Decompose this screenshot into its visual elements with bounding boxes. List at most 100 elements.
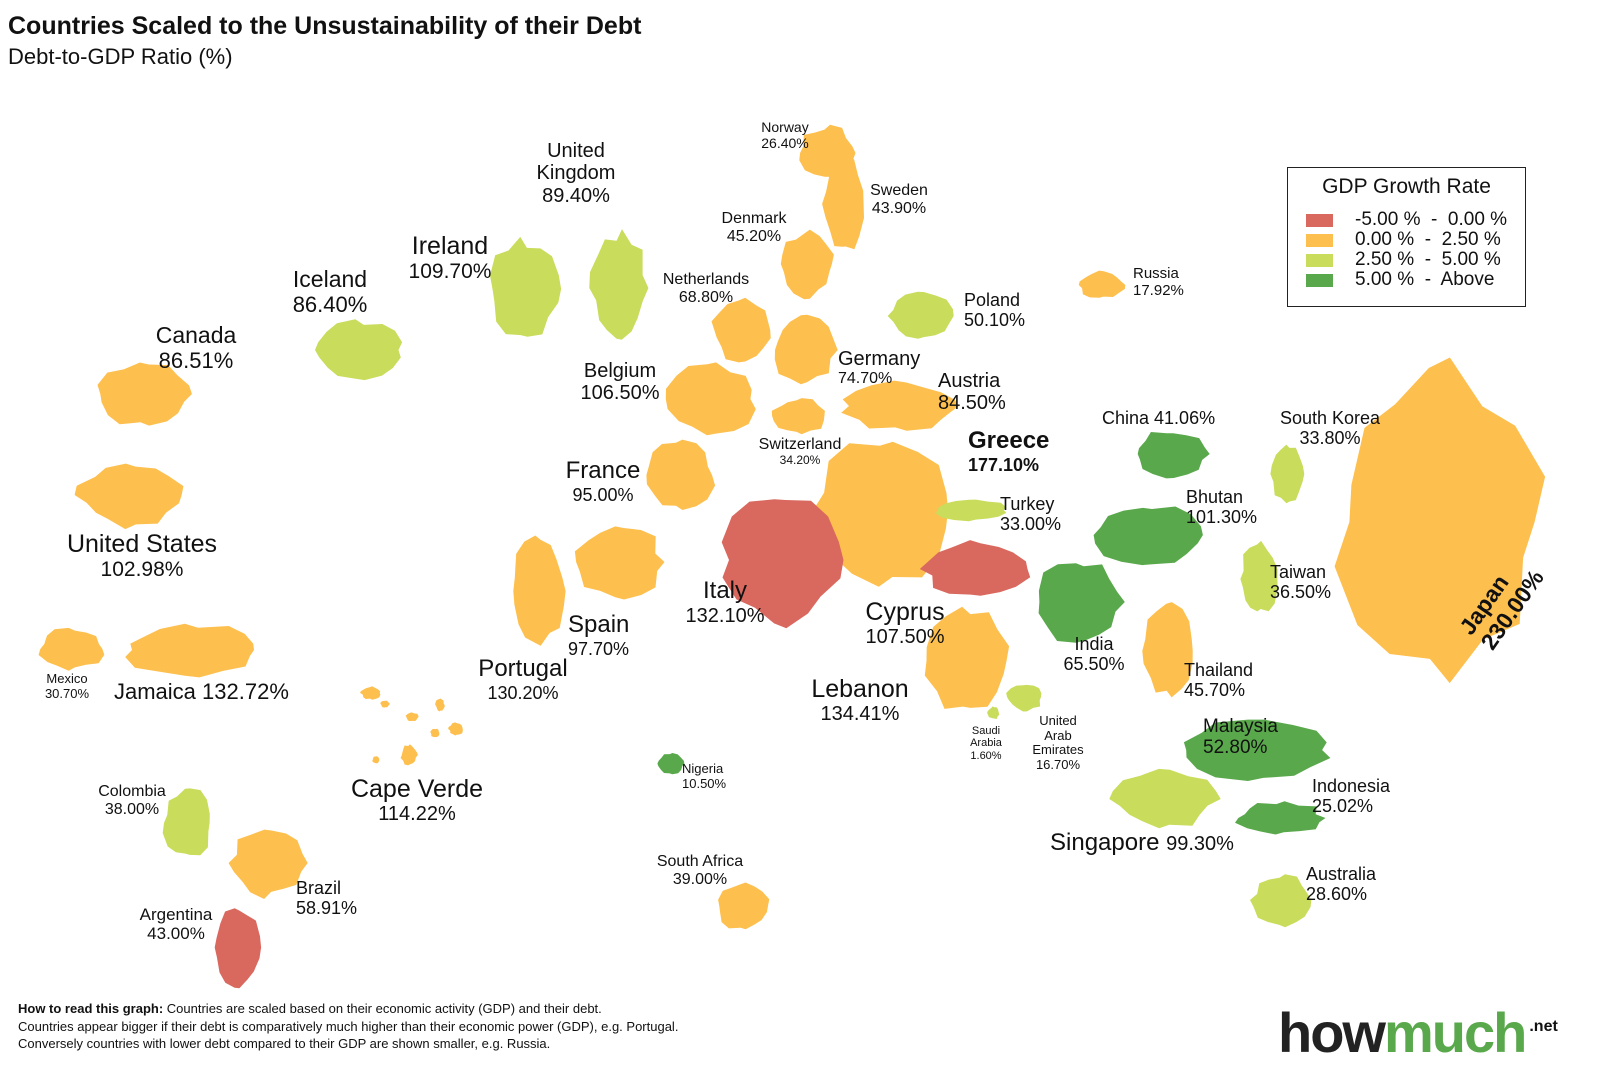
country-shape-iceland[interactable] xyxy=(315,319,403,381)
country-shape-china[interactable] xyxy=(1137,432,1210,479)
country-debt-ratio: 86.40% xyxy=(292,291,368,317)
country-fill xyxy=(924,606,1010,709)
country-shape-russia[interactable] xyxy=(1078,270,1126,298)
country-name: Germany xyxy=(838,348,921,370)
country-shape-singapore[interactable] xyxy=(1109,768,1221,829)
country-shape-united-kingdom[interactable] xyxy=(589,229,649,340)
country-name: China xyxy=(1102,408,1155,428)
country-name: South Korea xyxy=(1279,408,1381,428)
country-debt-ratio: 109.70% xyxy=(408,260,492,283)
country-shape-sweden[interactable] xyxy=(822,151,864,250)
country-shape-ireland[interactable] xyxy=(490,236,562,337)
country-shape-portugal[interactable] xyxy=(513,535,566,646)
country-shape-germany[interactable] xyxy=(774,314,838,385)
country-shape-spain[interactable] xyxy=(574,526,665,600)
country-fill xyxy=(887,291,954,339)
country-debt-ratio: 45.20% xyxy=(726,227,782,245)
country-shape-nigeria[interactable] xyxy=(657,753,685,775)
country-shape-south-africa[interactable] xyxy=(718,882,770,930)
country-name: Jamaica xyxy=(114,679,203,704)
country-fill xyxy=(490,236,562,337)
country-debt-ratio: 34.20% xyxy=(779,452,821,467)
country-shape-greece[interactable] xyxy=(812,441,948,587)
country-fill xyxy=(718,882,770,930)
country-shape-south-korea[interactable] xyxy=(1270,444,1305,504)
country-shape-bhutan[interactable] xyxy=(1093,506,1203,566)
country-label-mexico: Mexico 30.70% xyxy=(45,671,89,701)
country-fill xyxy=(589,229,649,340)
country-debt-ratio: 114.22% xyxy=(378,803,456,825)
country-shape-india[interactable] xyxy=(1038,563,1125,643)
country-label-india: India 65.50% xyxy=(1063,634,1124,674)
country-debt-ratio: 84.50% xyxy=(938,392,1006,415)
country-shape-colombia[interactable] xyxy=(162,788,210,856)
chart-title: Countries Scaled to the Unsustainability… xyxy=(8,12,642,40)
country-fill xyxy=(1183,719,1331,781)
country-shape-indonesia[interactable] xyxy=(1235,801,1326,835)
country-fill xyxy=(822,151,864,250)
country-label-greece: Greece 177.10% xyxy=(968,427,1049,475)
country-shape-denmark[interactable] xyxy=(780,229,834,300)
country-shape-canada[interactable] xyxy=(97,362,192,426)
country-name: Australia xyxy=(1306,864,1377,884)
country-shape-brazil[interactable] xyxy=(228,829,308,899)
island-shape xyxy=(400,744,418,766)
country-shape-australia[interactable] xyxy=(1250,874,1312,928)
country-shape-poland[interactable] xyxy=(887,291,954,339)
island-shape xyxy=(448,722,463,736)
country-fill xyxy=(721,499,844,629)
country-label-germany: Germany 74.70% xyxy=(838,348,920,388)
country-fill xyxy=(513,535,566,646)
note-line: Countries are scaled based on their econ… xyxy=(163,1001,602,1016)
country-shape-taiwan[interactable] xyxy=(1240,540,1278,612)
country-shape-jamaica[interactable] xyxy=(125,623,254,678)
country-name: Brazil xyxy=(296,878,342,898)
country-shape-belgium[interactable] xyxy=(665,362,756,436)
country-shape-turkey[interactable] xyxy=(935,499,1007,522)
country-label-china: China 41.06% xyxy=(1102,408,1215,429)
country-fill xyxy=(771,398,825,435)
country-shape-thailand[interactable] xyxy=(1142,602,1193,698)
country-shape-argentina[interactable] xyxy=(214,908,262,989)
country-shape-cape-verde[interactable] xyxy=(360,686,463,766)
country-fill xyxy=(1250,874,1312,928)
country-shape-austria[interactable] xyxy=(841,380,959,431)
country-debt-ratio: 97.70% xyxy=(568,638,630,659)
country-shape-netherlands[interactable] xyxy=(711,297,771,363)
legend-label: -5.00 % - 0.00 % xyxy=(1355,209,1508,230)
country-shape-united-arab-emirates[interactable] xyxy=(1006,684,1042,712)
country-shape-japan[interactable] xyxy=(1334,357,1546,684)
country-name: Poland xyxy=(964,290,1021,310)
country-shape-france[interactable] xyxy=(646,439,716,510)
legend: GDP Growth Rate -5.00 % - 0.00 % 0.00 % … xyxy=(1287,167,1526,307)
country-debt-ratio: 36.50% xyxy=(1270,582,1332,603)
country-name: Sweden xyxy=(870,182,928,199)
country-label-jamaica: Jamaica 132.72% xyxy=(114,679,289,705)
country-shape-mexico[interactable] xyxy=(38,627,105,671)
country-name: Saudi Arabia xyxy=(970,725,1002,750)
note-line: Conversely countries with lower debt com… xyxy=(18,1036,551,1051)
country-fill xyxy=(1142,602,1193,698)
country-shape-lebanon[interactable] xyxy=(924,606,1010,709)
country-label-indonesia: Indonesia 25.02% xyxy=(1312,776,1390,816)
country-shape-malaysia[interactable] xyxy=(1183,719,1331,781)
country-shape-italy[interactable] xyxy=(721,499,844,629)
country-name: Italy xyxy=(702,577,747,604)
legend-item: 5.00 % - Above xyxy=(1306,269,1495,290)
country-label-nigeria: Nigeria 10.50% xyxy=(682,761,726,791)
country-label-colombia: Colombia 38.00% xyxy=(98,783,166,819)
country-shape-cyprus[interactable] xyxy=(919,540,1031,596)
legend-item: -5.00 % - 0.00 % xyxy=(1306,209,1508,230)
country-shape-switzerland[interactable] xyxy=(771,398,825,435)
legend-label: 0.00 % - 2.50 % xyxy=(1355,229,1501,250)
note-line: Countries appear bigger if their debt is… xyxy=(18,1018,679,1034)
howmuch-logo[interactable]: howmuch .net xyxy=(1278,1000,1558,1065)
legend-title: GDP Growth Rate xyxy=(1322,175,1491,198)
country-label-united-states: United States 102.98% xyxy=(67,530,217,582)
country-shape-united-states[interactable] xyxy=(74,463,184,530)
country-debt-ratio: 132.10% xyxy=(685,604,765,627)
country-shape-saudi-arabia[interactable] xyxy=(987,706,1000,719)
country-name: Indonesia xyxy=(1312,776,1391,796)
country-name: United States xyxy=(66,530,218,558)
legend-label: 5.00 % - Above xyxy=(1355,269,1495,290)
